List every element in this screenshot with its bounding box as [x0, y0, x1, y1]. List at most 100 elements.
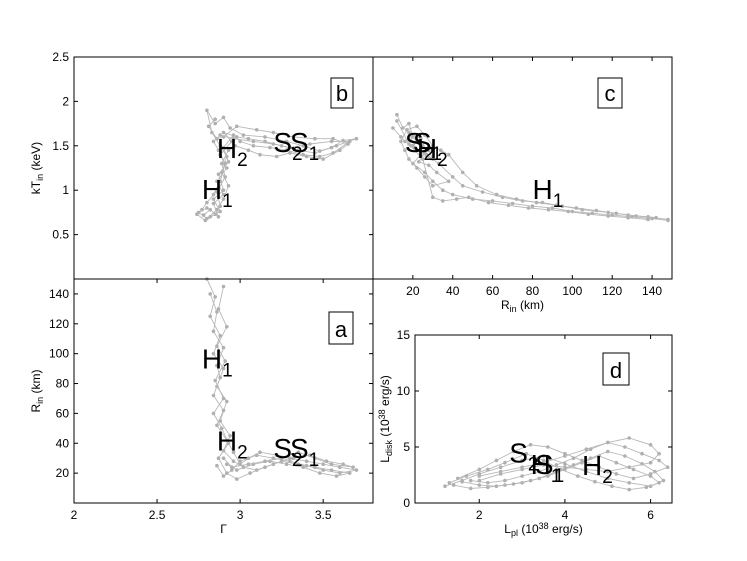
- state-label-letter: H: [217, 426, 237, 457]
- data-point: [427, 163, 431, 168]
- x-tick-label: 6: [647, 508, 654, 522]
- axes-frame-d: [414, 334, 673, 504]
- data-point: [329, 462, 334, 467]
- data-point: [354, 136, 359, 141]
- data-point: [231, 450, 236, 455]
- data-point: [480, 190, 485, 194]
- data-point: [215, 179, 219, 184]
- data-point: [415, 124, 419, 129]
- data-point: [534, 200, 539, 205]
- state-label-letter: H: [417, 133, 437, 164]
- y-axis-label-d-sub: disk: [384, 440, 394, 457]
- data-point: [399, 135, 403, 139]
- x-axis-label-d-sup: 38: [539, 521, 549, 531]
- data-point: [251, 144, 256, 148]
- data-point: [274, 154, 279, 159]
- y-tick-label: 20: [56, 466, 70, 480]
- data-point: [571, 456, 576, 461]
- data-point: [606, 449, 610, 454]
- data-point: [498, 465, 503, 470]
- data-point: [446, 152, 451, 157]
- state-label-letter: H: [531, 449, 551, 480]
- data-point: [423, 133, 427, 137]
- data-point: [211, 329, 216, 334]
- data-point: [584, 447, 589, 452]
- data-point: [439, 148, 443, 152]
- data-point: [477, 467, 482, 472]
- data-point: [391, 126, 395, 130]
- data-point: [498, 469, 503, 474]
- series-line-c-3: [396, 120, 649, 220]
- data-point: [284, 148, 289, 152]
- series-line-c-2: [400, 125, 657, 219]
- data-point: [614, 211, 618, 216]
- data-point: [584, 467, 589, 472]
- state-label-letter: S: [535, 449, 554, 480]
- x-axis-label-c-tail: (km): [517, 298, 544, 312]
- series-line-a-2: [209, 293, 354, 468]
- data-point: [648, 443, 653, 447]
- data-point: [661, 478, 666, 483]
- data-point: [623, 454, 627, 458]
- state-label: S1: [413, 127, 442, 165]
- data-point: [246, 456, 251, 461]
- data-point: [417, 160, 421, 164]
- data-point: [648, 460, 653, 465]
- state-label-letter: H: [532, 174, 552, 205]
- state-label: S1: [290, 433, 319, 471]
- state-label: S2: [273, 127, 302, 165]
- state-label: S1: [290, 127, 319, 165]
- data-point: [221, 145, 226, 150]
- data-point: [230, 465, 234, 470]
- state-label-subscript: 1: [432, 144, 443, 165]
- data-point: [268, 145, 272, 150]
- data-point: [407, 157, 411, 161]
- state-label-subscript: 2: [528, 455, 539, 476]
- x-tick-label: 3: [237, 508, 244, 522]
- state-label-letter: S: [290, 127, 309, 158]
- data-point: [563, 454, 567, 458]
- x-axis-label-d-sub: pl: [511, 528, 518, 538]
- data-point: [221, 130, 226, 135]
- data-point: [537, 469, 541, 474]
- data-point: [511, 482, 516, 486]
- y-tick-label: 5: [403, 440, 410, 454]
- data-point: [450, 175, 455, 179]
- data-point: [510, 201, 515, 206]
- data-point: [218, 204, 222, 208]
- data-point: [218, 333, 222, 338]
- state-label-subscript: 2: [292, 450, 303, 471]
- data-point: [263, 139, 267, 144]
- data-point: [254, 128, 259, 132]
- data-point: [215, 423, 219, 428]
- data-point: [228, 434, 232, 438]
- data-point: [623, 445, 627, 449]
- data-point: [228, 126, 232, 130]
- data-point: [631, 476, 636, 481]
- data-point: [246, 462, 251, 467]
- panel-label-a: a: [335, 317, 348, 342]
- data-point: [208, 215, 212, 219]
- data-point: [411, 135, 415, 139]
- data-point: [246, 148, 251, 152]
- data-point: [211, 351, 216, 356]
- data-point: [435, 170, 439, 175]
- data-point: [225, 399, 229, 404]
- data-point: [563, 465, 567, 470]
- data-point: [263, 465, 267, 470]
- data-point: [211, 139, 216, 144]
- data-point: [524, 451, 529, 456]
- data-point: [206, 124, 211, 129]
- y-tick-label: 15: [397, 328, 411, 342]
- state-label-subscript: 2: [424, 144, 435, 165]
- state-label-letter: S: [273, 433, 292, 464]
- data-point: [210, 130, 214, 135]
- data-point: [351, 465, 355, 470]
- data-point: [454, 197, 459, 201]
- data-point: [334, 144, 339, 148]
- data-point: [321, 157, 326, 161]
- data-point: [530, 204, 535, 208]
